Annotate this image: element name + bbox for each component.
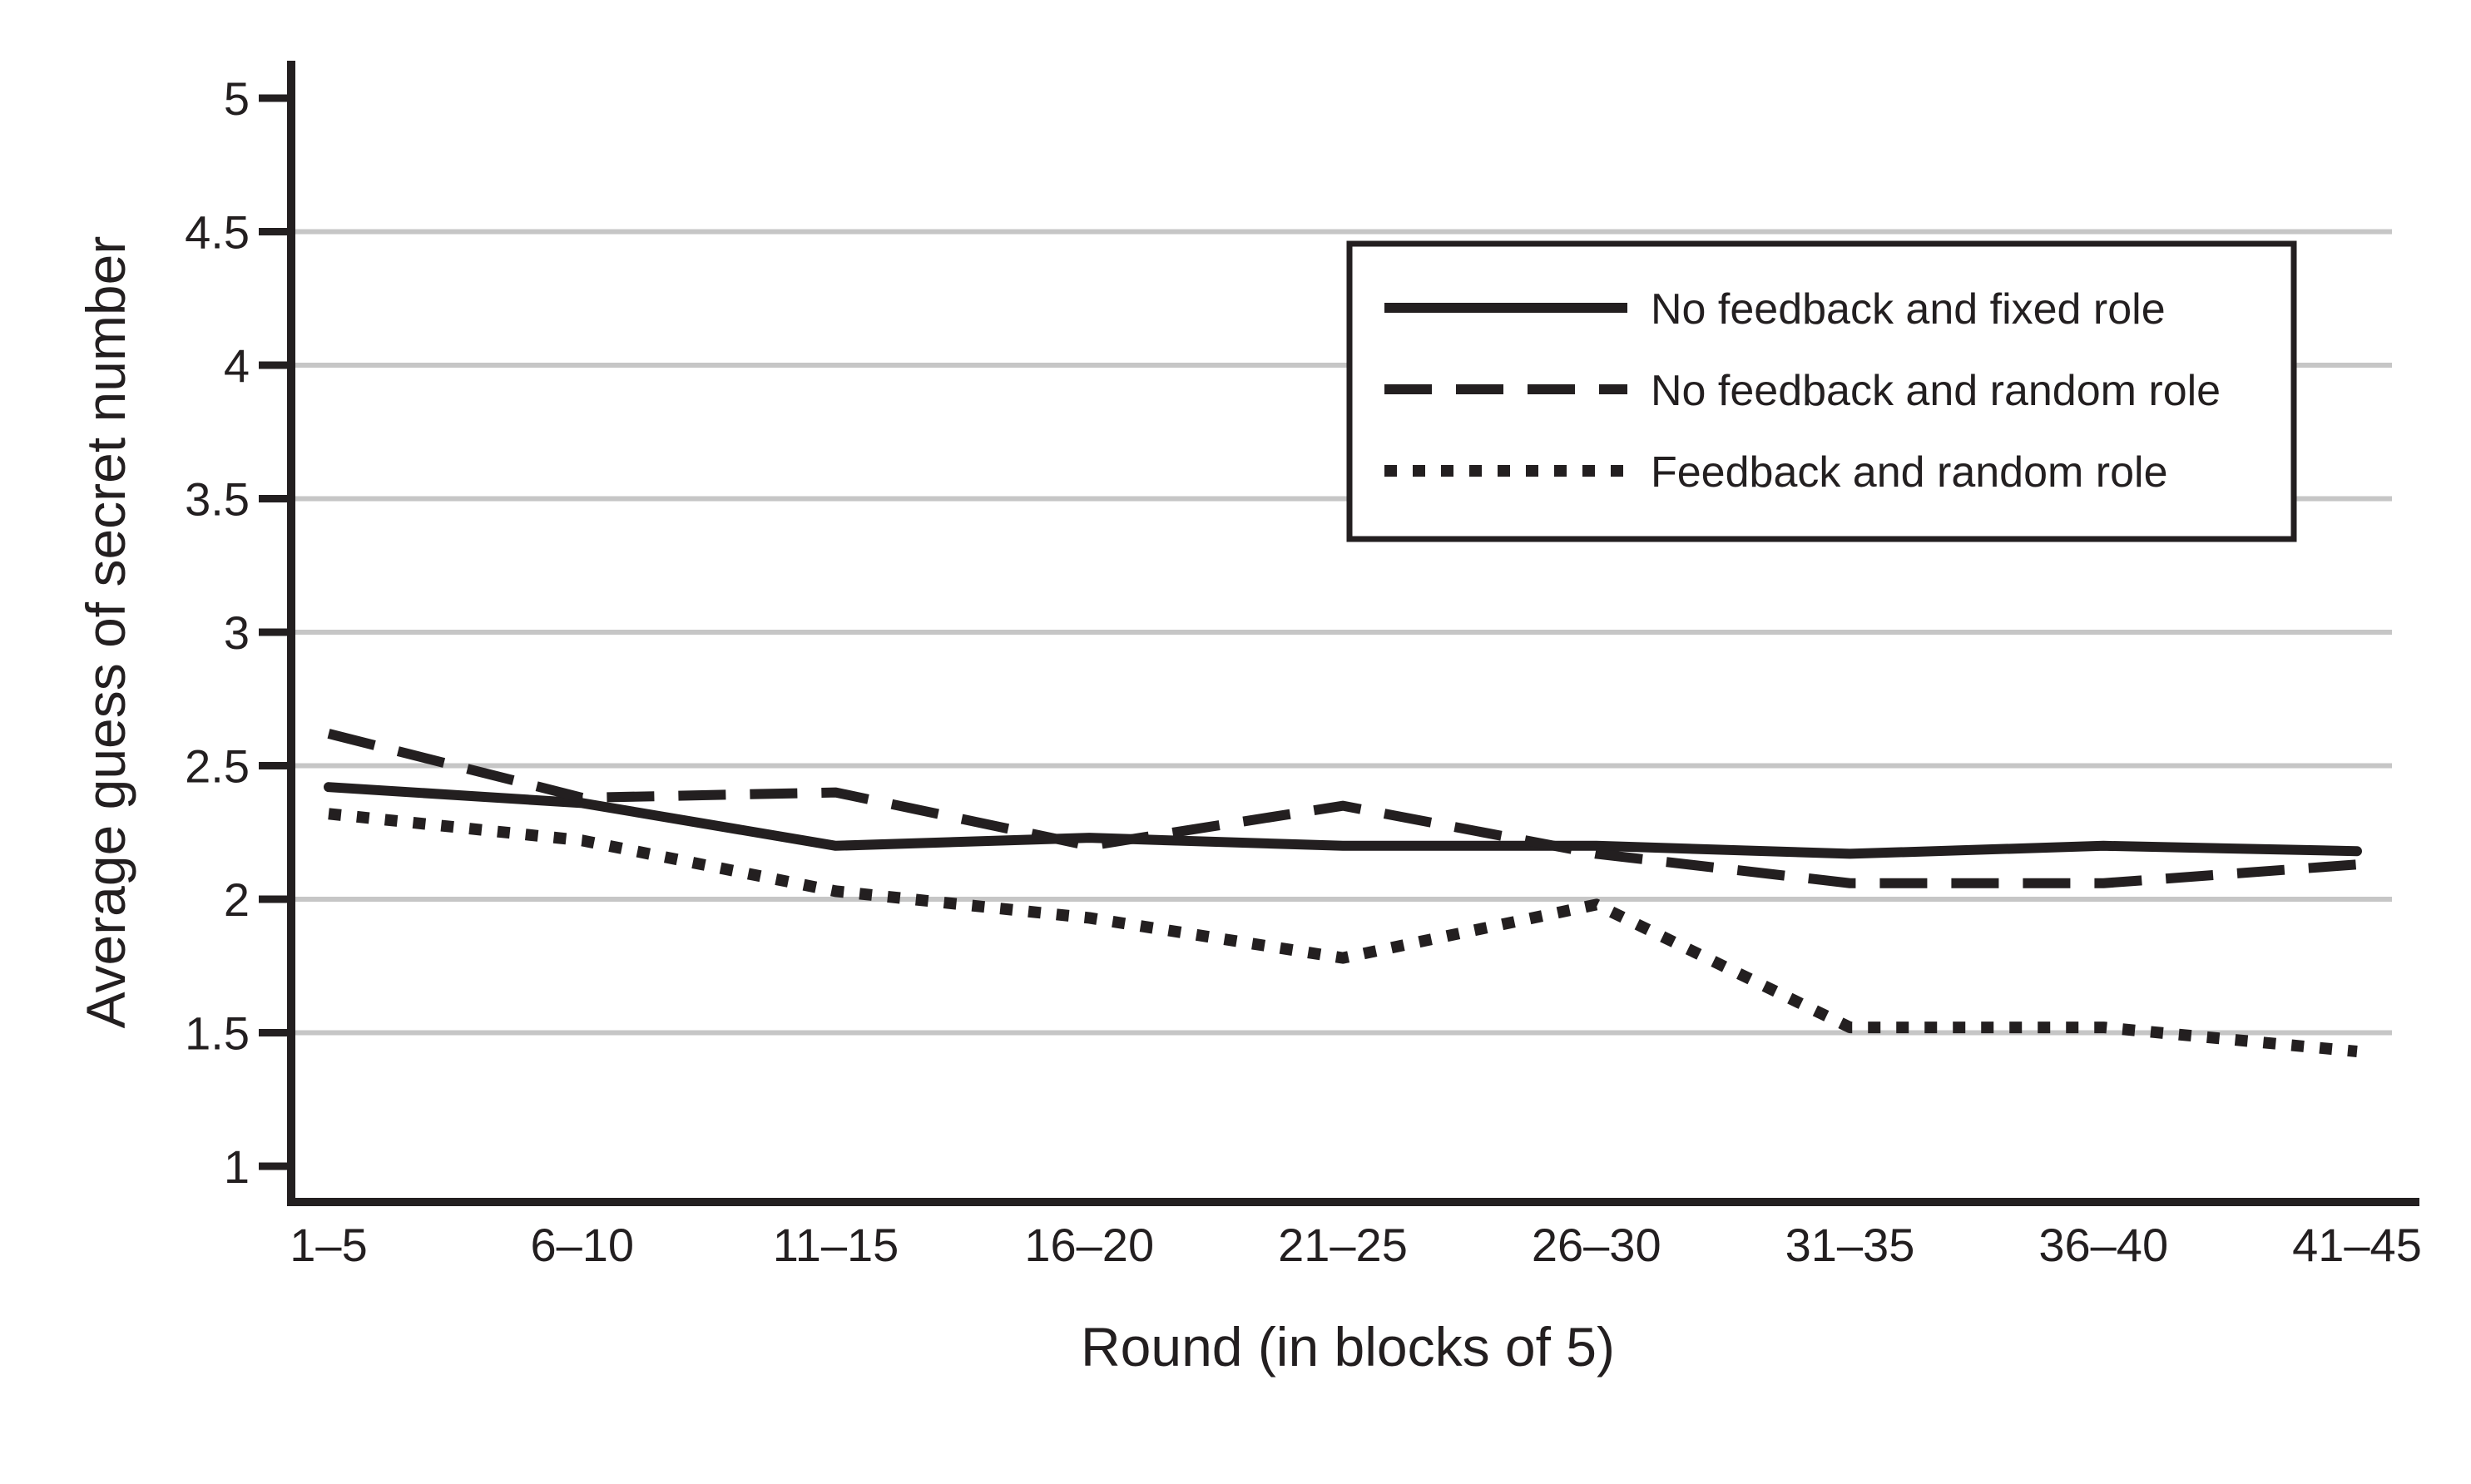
y-tick-label: 4 [224, 339, 250, 392]
legend: No feedback and fixed role No feedback an… [1346, 240, 2297, 542]
y-axis-title: Average guess of secret number [75, 236, 136, 1029]
legend-item: No feedback and random role [1384, 367, 2221, 415]
y-tick-label: 3.5 [185, 473, 250, 526]
legend-label: Feedback and random role [1651, 448, 2168, 497]
x-tick-label: 41–45 [2292, 1219, 2422, 1271]
legend-box [1346, 240, 2297, 542]
series-line-no-feedback-and-random-role [327, 729, 2358, 888]
series-line-no-feedback-and-fixed-role [324, 782, 2362, 859]
y-tick-label: 1.5 [185, 1007, 250, 1060]
y-tick-label: 3 [224, 606, 250, 659]
x-tick-label: 1–5 [290, 1219, 367, 1271]
x-tick-label: 26–30 [1532, 1219, 1661, 1271]
x-tick-label: 11–15 [773, 1219, 899, 1271]
legend-label: No feedback and fixed role [1651, 285, 2166, 334]
y-tick-label: 2 [224, 873, 250, 926]
y-tick-label: 4.5 [185, 206, 250, 259]
x-axis-title: Round (in blocks of 5) [1081, 1316, 1615, 1378]
x-tick-label: 31–35 [1785, 1219, 1915, 1271]
legend-label: No feedback and random role [1651, 367, 2221, 415]
legend-item: No feedback and fixed role [1384, 285, 2166, 334]
series-line-feedback-and-random-role [328, 808, 2358, 1057]
legend-item: Feedback and random role [1384, 448, 2168, 497]
x-tick-label: 16–20 [1024, 1219, 1154, 1271]
x-tick-label: 36–40 [2038, 1219, 2168, 1271]
y-tick-label: 5 [224, 72, 250, 125]
x-tick-label: 6–10 [530, 1219, 634, 1271]
y-tick-label: 2.5 [185, 740, 250, 793]
x-tick-label: 21–25 [1278, 1219, 1408, 1271]
y-tick-label: 1 [224, 1140, 250, 1193]
